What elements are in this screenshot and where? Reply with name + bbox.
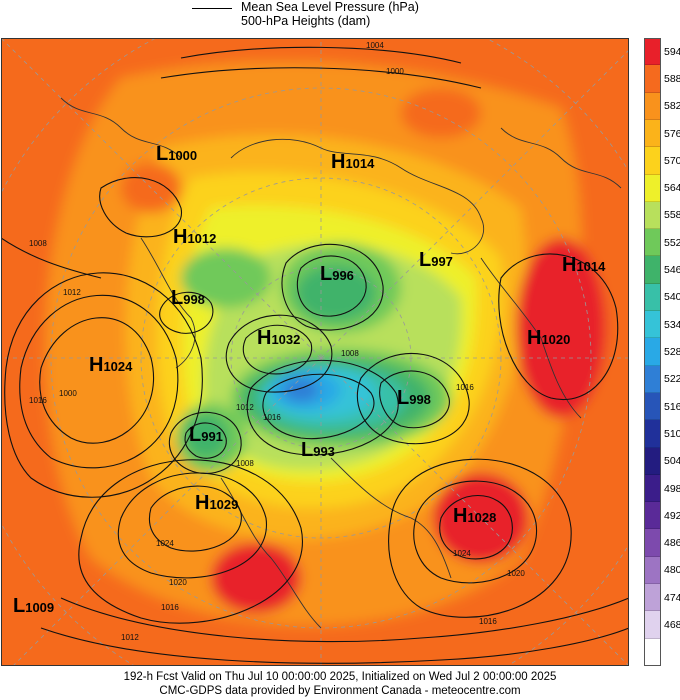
color-scale-cell [644, 611, 661, 639]
color-scale-label: 474 [664, 591, 680, 604]
color-scale-cell [644, 447, 661, 475]
pressure-system-low: L1000 [156, 143, 197, 165]
pressure-system-low: L998 [171, 287, 205, 309]
isobar-label: 1020 [169, 578, 187, 587]
pressure-system-high: H1028 [453, 505, 496, 527]
isobar-label: 1024 [156, 539, 174, 548]
isobar-label: 1000 [59, 389, 77, 398]
isobar-label: 1000 [386, 67, 404, 76]
map-legend: Mean Sea Level Pressure (hPa) 500-hPa He… [0, 0, 680, 36]
legend-mslp-label: Mean Sea Level Pressure (hPa) [241, 0, 419, 14]
color-scale-label: 528 [664, 346, 680, 358]
color-scale-cell [644, 420, 661, 448]
isobar-label: 1012 [236, 403, 254, 412]
pressure-system-high: H1024 [89, 354, 133, 376]
color-scale-label: 588 [664, 72, 680, 85]
legend-heights-label: 500-hPa Heights (dam) [241, 14, 371, 28]
isobar-label: 1016 [456, 383, 474, 392]
color-scale-label: 468 [664, 619, 680, 632]
isobar-label: 1020 [507, 569, 525, 578]
pressure-system-low: L998 [397, 387, 431, 409]
color-scale-cell [644, 502, 661, 530]
color-scale-label: 594 [664, 45, 680, 58]
color-scale-cell [644, 256, 661, 284]
color-scale-label: 540 [664, 291, 680, 304]
color-scale-cell [644, 283, 661, 312]
isobar-value-labels: 1004 1000 1008 1012 1016 1000 1008 1016 … [29, 41, 525, 642]
isobar-label: 1016 [263, 413, 281, 422]
color-scale-label: 504 [664, 455, 680, 468]
weather-map: 1004 1000 1008 1012 1016 1000 1008 1016 … [1, 38, 629, 666]
color-scale-cell [644, 529, 661, 557]
color-scale-label: 522 [664, 373, 680, 386]
weather-map-svg: 1004 1000 1008 1012 1016 1000 1008 1016 … [1, 38, 629, 666]
color-scale-cell [644, 338, 661, 366]
color-scale-cell [644, 392, 661, 421]
color-scale-cell [644, 65, 661, 93]
color-scale-label: 534 [664, 318, 680, 331]
isobar-legend-line [192, 8, 232, 9]
graticule [1, 38, 629, 666]
isobar-label: 1012 [63, 288, 81, 297]
color-scale-label: 480 [664, 564, 680, 577]
color-scale-cell [644, 147, 661, 175]
isobar-label: 1012 [121, 633, 139, 642]
map-frame [1, 38, 629, 666]
color-scale-frame [644, 38, 661, 666]
pressure-system-low: L1009 [13, 595, 54, 617]
isobar-label: 1004 [366, 41, 384, 50]
color-scale-label: 492 [664, 509, 680, 522]
pressure-system-low: L993 [301, 439, 335, 461]
isobar-label: 1016 [479, 617, 497, 626]
pressure-system-high: H1014 [331, 151, 375, 173]
isobar-label: 1024 [453, 549, 471, 558]
color-scale-cell [644, 556, 661, 585]
color-scale-cell [644, 92, 661, 120]
isobar-label: 1016 [161, 603, 179, 612]
pressure-system-high: H1014 [562, 254, 606, 276]
isobar-label: 1008 [341, 349, 359, 358]
color-scale-label: 558 [664, 209, 680, 222]
color-scale-cell [644, 38, 661, 66]
pressure-system-high: H1020 [527, 327, 570, 349]
pressure-system-high: H1012 [173, 226, 216, 248]
color-scale-cell [644, 229, 661, 257]
pressure-system-high: H1029 [195, 492, 238, 514]
map-footer: 192-h Fcst Valid on Thu Jul 10 00:00:00 … [0, 670, 680, 698]
height-color-scale [644, 38, 661, 666]
color-scale-label: 564 [664, 182, 680, 195]
isobar-label: 1008 [236, 459, 254, 468]
pressure-system-high: H1032 [257, 327, 300, 349]
forecast-valid-text: 192-h Fcst Valid on Thu Jul 10 00:00:00 … [123, 671, 557, 683]
pressure-system-low: L996 [320, 263, 354, 285]
color-scale-cell [644, 119, 661, 148]
color-scale-label: 498 [664, 482, 680, 495]
color-scale-cell [644, 311, 661, 339]
color-scale-cell [644, 584, 661, 612]
color-scale-cell [644, 201, 661, 230]
isobar-label: 1016 [29, 396, 47, 405]
color-scale-cell [644, 174, 661, 202]
isobars [1, 46, 629, 664]
color-scale-label: 486 [664, 537, 680, 550]
color-scale-label: 570 [664, 154, 680, 167]
data-credit-text: CMC-GDPS data provided by Environment Ca… [159, 685, 521, 697]
color-scale-cell [644, 474, 661, 503]
isobar-label: 1008 [29, 239, 47, 248]
color-scale-label: 546 [664, 264, 680, 277]
pressure-system-low: L991 [189, 424, 223, 446]
color-scale-label: 552 [664, 236, 680, 249]
color-scale-label: 516 [664, 400, 680, 413]
pressure-system-low: L997 [419, 249, 453, 271]
pressure-system-labels: L1000 H1014 H1012 L996 L997 H1014 L998 H… [13, 143, 606, 617]
color-scale-label: 576 [664, 127, 680, 140]
color-scale-label: 510 [664, 427, 680, 440]
color-scale-label: 582 [664, 100, 680, 113]
color-scale-cell [644, 365, 661, 393]
